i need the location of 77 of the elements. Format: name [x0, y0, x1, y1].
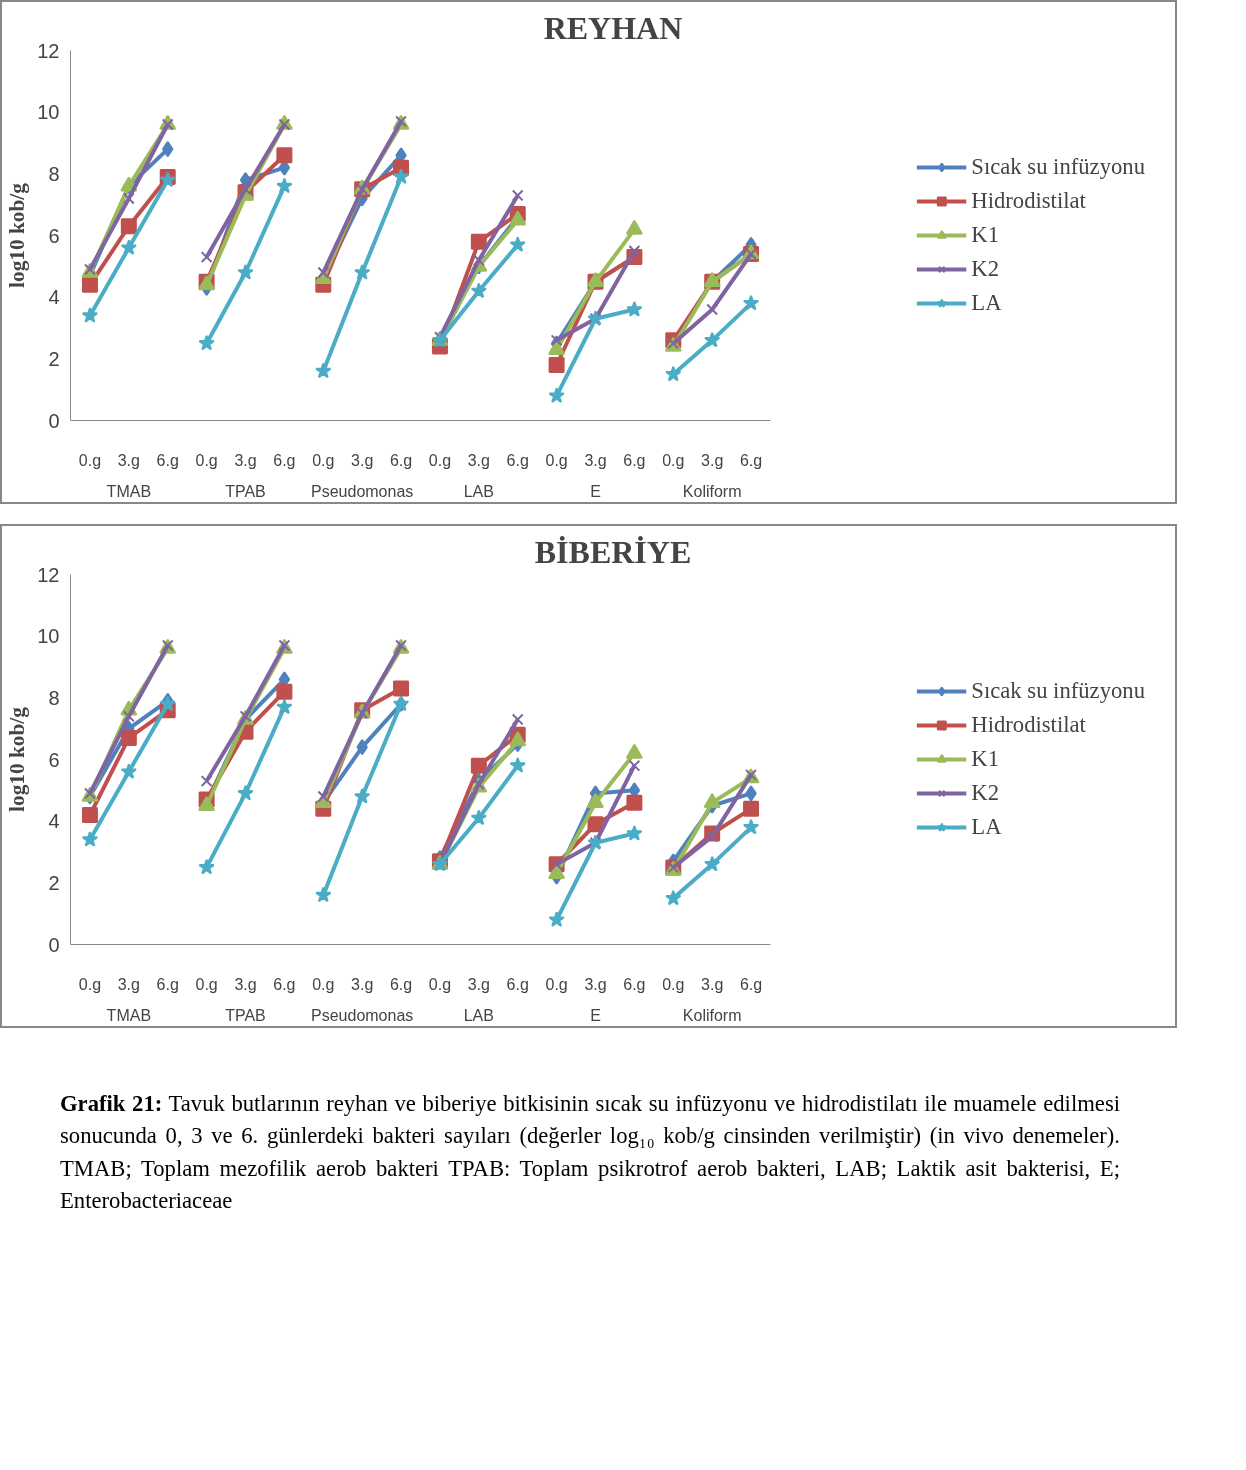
- legend-label: K2: [971, 780, 1000, 806]
- x-tick-label: 3.g: [467, 451, 490, 469]
- x-tick-label: 3.g: [351, 451, 374, 469]
- x-tick-label: 6.g: [623, 451, 646, 469]
- x-tick-label: 3.g: [584, 451, 607, 469]
- x-tick-label: 0.g: [545, 451, 568, 469]
- x-tick-label: 0.g: [195, 975, 218, 993]
- x-tick-label: 0.g: [195, 451, 218, 469]
- x-tick-label: 0.g: [428, 975, 452, 993]
- y-tick-label: 4: [48, 286, 60, 309]
- x-tick-label: 0.g: [78, 975, 102, 993]
- text: Koliform: [682, 1006, 742, 1024]
- text: Pseudomonas: [311, 482, 414, 500]
- x-tick-label: 6.g: [506, 975, 529, 993]
- x-tick-label: 3.g: [117, 975, 140, 993]
- legend-label: Hidrodistilat: [971, 188, 1086, 214]
- legend-label: LA: [971, 290, 1002, 316]
- x-tick-label: 3.g: [234, 451, 257, 469]
- y-tick-label: 10: [37, 101, 60, 124]
- x-tick-label: 6.g: [389, 975, 413, 993]
- x-tick-label: 0.g: [312, 975, 335, 993]
- x-tick-label: 0.g: [78, 451, 102, 469]
- text: LAB: [463, 482, 494, 500]
- y-axis-title: log10 kob/g: [5, 182, 30, 288]
- legend-label: K1: [971, 746, 1000, 772]
- chart-title: BİBERİYE: [534, 533, 692, 570]
- legend-label: Sıcak su infüzyonu: [971, 678, 1145, 704]
- text: Pseudomonas: [311, 1006, 414, 1024]
- text: TPAB: [225, 1006, 266, 1024]
- text: TMAB: [106, 482, 152, 500]
- legend-label: Sıcak su infüzyonu: [971, 154, 1145, 180]
- y-tick-label: 12: [37, 563, 60, 586]
- x-tick-label: 0.g: [662, 451, 685, 469]
- y-tick-label: 0: [48, 933, 60, 956]
- x-tick-label: 6.g: [739, 451, 763, 469]
- x-tick-label: 3.g: [351, 975, 374, 993]
- text: E: [590, 482, 601, 500]
- x-tick-label: 6.g: [389, 451, 413, 469]
- y-tick-label: 6: [48, 748, 60, 771]
- y-tick-label: 12: [37, 39, 60, 62]
- legend-label: Hidrodistilat: [971, 712, 1086, 738]
- x-tick-label: 6.g: [156, 451, 179, 469]
- x-tick-label: 0.g: [662, 975, 685, 993]
- x-tick-label: 6.g: [273, 975, 296, 993]
- text: Koliform: [682, 482, 742, 500]
- text: LAB: [463, 1006, 494, 1024]
- legend-label: K2: [971, 256, 1000, 282]
- y-axis-title: log10 kob/g: [5, 706, 30, 812]
- y-tick-label: 8: [48, 686, 60, 709]
- y-tick-label: 10: [37, 625, 60, 648]
- x-tick-label: 6.g: [273, 451, 296, 469]
- y-tick-label: 0: [48, 409, 60, 432]
- x-tick-label: 0.g: [428, 451, 452, 469]
- x-tick-label: 6.g: [156, 975, 179, 993]
- x-tick-label: 3.g: [467, 975, 490, 993]
- x-tick-label: 3.g: [234, 975, 257, 993]
- x-tick-label: 0.g: [545, 975, 568, 993]
- x-tick-label: 6.g: [623, 975, 646, 993]
- text: TMAB: [106, 1006, 152, 1024]
- x-tick-label: 3.g: [701, 451, 724, 469]
- x-tick-label: 3.g: [117, 451, 140, 469]
- text: TPAB: [225, 482, 266, 500]
- x-tick-label: 6.g: [739, 975, 763, 993]
- legend-label: LA: [971, 814, 1002, 840]
- y-tick-label: 6: [48, 224, 60, 247]
- y-tick-label: 8: [48, 162, 60, 185]
- y-tick-label: 4: [48, 810, 60, 833]
- legend-label: K1: [971, 222, 1000, 248]
- x-tick-label: 3.g: [584, 975, 607, 993]
- x-tick-label: 0.g: [312, 451, 335, 469]
- x-tick-label: 3.g: [701, 975, 724, 993]
- chart-title: REYHAN: [543, 9, 683, 46]
- text: Grafik 21:: [60, 1091, 163, 1116]
- text: E: [590, 1006, 601, 1024]
- y-tick-label: 2: [48, 871, 60, 894]
- y-tick-label: 2: [48, 347, 60, 370]
- x-tick-label: 6.g: [506, 451, 529, 469]
